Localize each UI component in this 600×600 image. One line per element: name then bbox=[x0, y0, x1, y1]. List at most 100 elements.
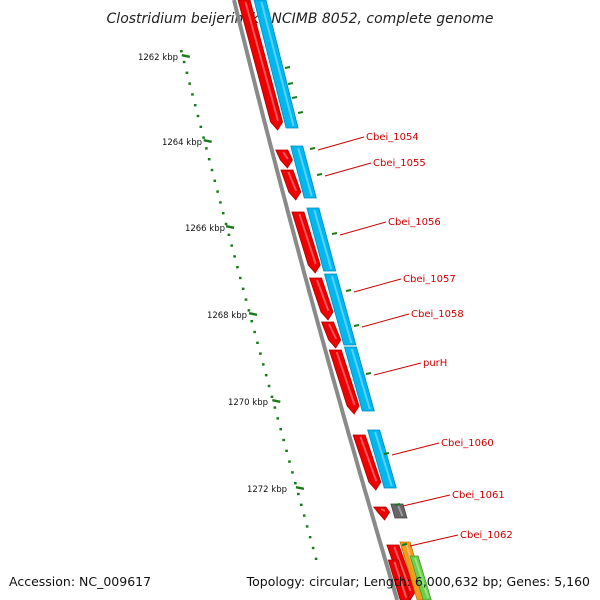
scale-tick bbox=[270, 395, 274, 398]
scale-tick bbox=[261, 363, 265, 366]
leader-line bbox=[373, 362, 422, 376]
scale-tick bbox=[288, 460, 291, 463]
feature-cbei-1061-highlight bbox=[397, 505, 404, 517]
map-title: Clostridium beijerinckii NCIMB 8052, com… bbox=[107, 11, 494, 27]
leader-line bbox=[317, 136, 365, 151]
scale-major-tick bbox=[225, 225, 235, 229]
connector-tick bbox=[331, 232, 338, 235]
scale-tick bbox=[267, 384, 271, 388]
topology-text: Topology: circular; Length: 6,000,632 bp… bbox=[246, 574, 590, 589]
gene-labels: Cbei_1054 Cbei_1055 Cbei_1056 Cbei_1057 … bbox=[366, 132, 513, 541]
connector-tick bbox=[353, 324, 360, 327]
scale-tick bbox=[205, 147, 208, 150]
gene-label-cbei-1061: Cbei_1061 bbox=[452, 490, 505, 501]
gene-cbei-1060-highlight bbox=[374, 431, 393, 487]
gene-purh bbox=[343, 346, 375, 412]
connector-tick bbox=[309, 147, 316, 150]
gene-label-cbei-1057: Cbei_1057 bbox=[403, 274, 456, 285]
gene-cbei-1056-highlight bbox=[313, 209, 333, 270]
gene-label-cbei-1056: Cbei_1056 bbox=[388, 217, 441, 228]
connector-tick bbox=[401, 543, 408, 546]
scale-major-tick bbox=[203, 139, 212, 143]
genome-backbone bbox=[232, 0, 400, 600]
scale-label-1272: 1272 kbp bbox=[247, 485, 287, 495]
cds-cbei-1061 bbox=[372, 506, 391, 521]
connector-tick bbox=[287, 82, 294, 85]
scale-tick bbox=[230, 244, 234, 247]
scale-tick bbox=[314, 557, 318, 560]
connector-tick bbox=[316, 173, 323, 176]
scale-tick bbox=[247, 309, 251, 312]
scale-tick bbox=[191, 93, 194, 96]
scale-major-tick bbox=[295, 486, 305, 490]
scale-tick bbox=[193, 104, 197, 107]
cds-cbei-1055 bbox=[280, 169, 302, 201]
backbone-line bbox=[232, 0, 400, 600]
gene-cbei-1053 bbox=[253, 0, 299, 129]
cds-cbei-1063-highlight bbox=[393, 561, 408, 599]
scale-tick bbox=[241, 287, 245, 290]
gene-cbei-1055 bbox=[290, 145, 317, 199]
gene-cbei-1055-highlight bbox=[297, 147, 313, 197]
scale-tick bbox=[236, 266, 239, 269]
gene-label-cbei-1062: Cbei_1062 bbox=[460, 530, 513, 541]
scale-tick bbox=[256, 341, 259, 344]
scale-tick bbox=[238, 276, 242, 280]
scale-tick bbox=[282, 438, 285, 442]
scale-tick bbox=[259, 352, 262, 355]
scale-tick bbox=[311, 546, 315, 550]
scale-tick bbox=[299, 503, 303, 506]
gene-features bbox=[237, 0, 432, 600]
cds-cbei-1060-highlight bbox=[359, 436, 378, 482]
leader-line bbox=[402, 494, 451, 507]
scale-tick bbox=[276, 417, 280, 420]
cds-cbei-1057 bbox=[309, 277, 334, 321]
scale-major-tick bbox=[181, 54, 191, 58]
cds-cbei-1062-highlight bbox=[393, 546, 412, 592]
scale-tick bbox=[302, 514, 306, 517]
feature-green-highlight bbox=[414, 557, 430, 599]
scale-tick bbox=[233, 255, 236, 258]
cds-cbei-1054 bbox=[275, 149, 293, 169]
scale-label-1262: 1262 kbp bbox=[138, 53, 178, 63]
cds-purh-highlight bbox=[335, 351, 356, 406]
cds-cbei-1060 bbox=[352, 434, 382, 491]
scale-tick bbox=[221, 212, 225, 215]
scale-tick bbox=[253, 330, 256, 334]
leader-line bbox=[339, 221, 387, 236]
gene-label-cbei-1058: Cbei_1058 bbox=[411, 309, 464, 320]
cds-cbei-1058 bbox=[320, 321, 342, 349]
label-leader-lines bbox=[284, 66, 459, 547]
leader-line bbox=[324, 162, 372, 177]
gene-cbei-1057-highlight bbox=[330, 275, 353, 344]
scale-label-1264: 1264 kbp bbox=[162, 138, 202, 148]
scale-tick bbox=[273, 406, 277, 409]
cds-purh bbox=[328, 349, 360, 415]
gene-cbei-1053-highlight bbox=[260, 1, 295, 127]
scale-tick bbox=[296, 492, 300, 496]
scale-tick bbox=[294, 482, 297, 485]
gene-label-cbei-1060: Cbei_1060 bbox=[441, 438, 494, 449]
scale-tick bbox=[202, 136, 205, 139]
connector-tick bbox=[394, 503, 401, 506]
scale-major-tick bbox=[272, 399, 281, 403]
cds-cbei-1058-highlight bbox=[328, 323, 338, 340]
cds-cbei-1057-highlight bbox=[316, 279, 330, 312]
cds-cbei-1063 bbox=[387, 559, 411, 600]
scale-tick bbox=[213, 179, 217, 182]
gene-label-purh: purH bbox=[423, 358, 447, 369]
scale-tick bbox=[185, 71, 189, 74]
scale-tick bbox=[188, 82, 191, 85]
gene-cbei-1056 bbox=[306, 207, 337, 272]
scale-tick bbox=[250, 320, 254, 323]
leader-line bbox=[409, 534, 459, 547]
scale-tick bbox=[199, 125, 203, 128]
accession-text: Accession: NC_009617 bbox=[9, 574, 151, 589]
scale-tick bbox=[308, 536, 312, 539]
scale-major-tick bbox=[248, 312, 258, 316]
scale-tick bbox=[227, 233, 231, 236]
connector-tick bbox=[365, 372, 372, 375]
gene-label-cbei-1054: Cbei_1054 bbox=[366, 132, 419, 143]
cds-cbei-1056-highlight bbox=[298, 213, 317, 265]
